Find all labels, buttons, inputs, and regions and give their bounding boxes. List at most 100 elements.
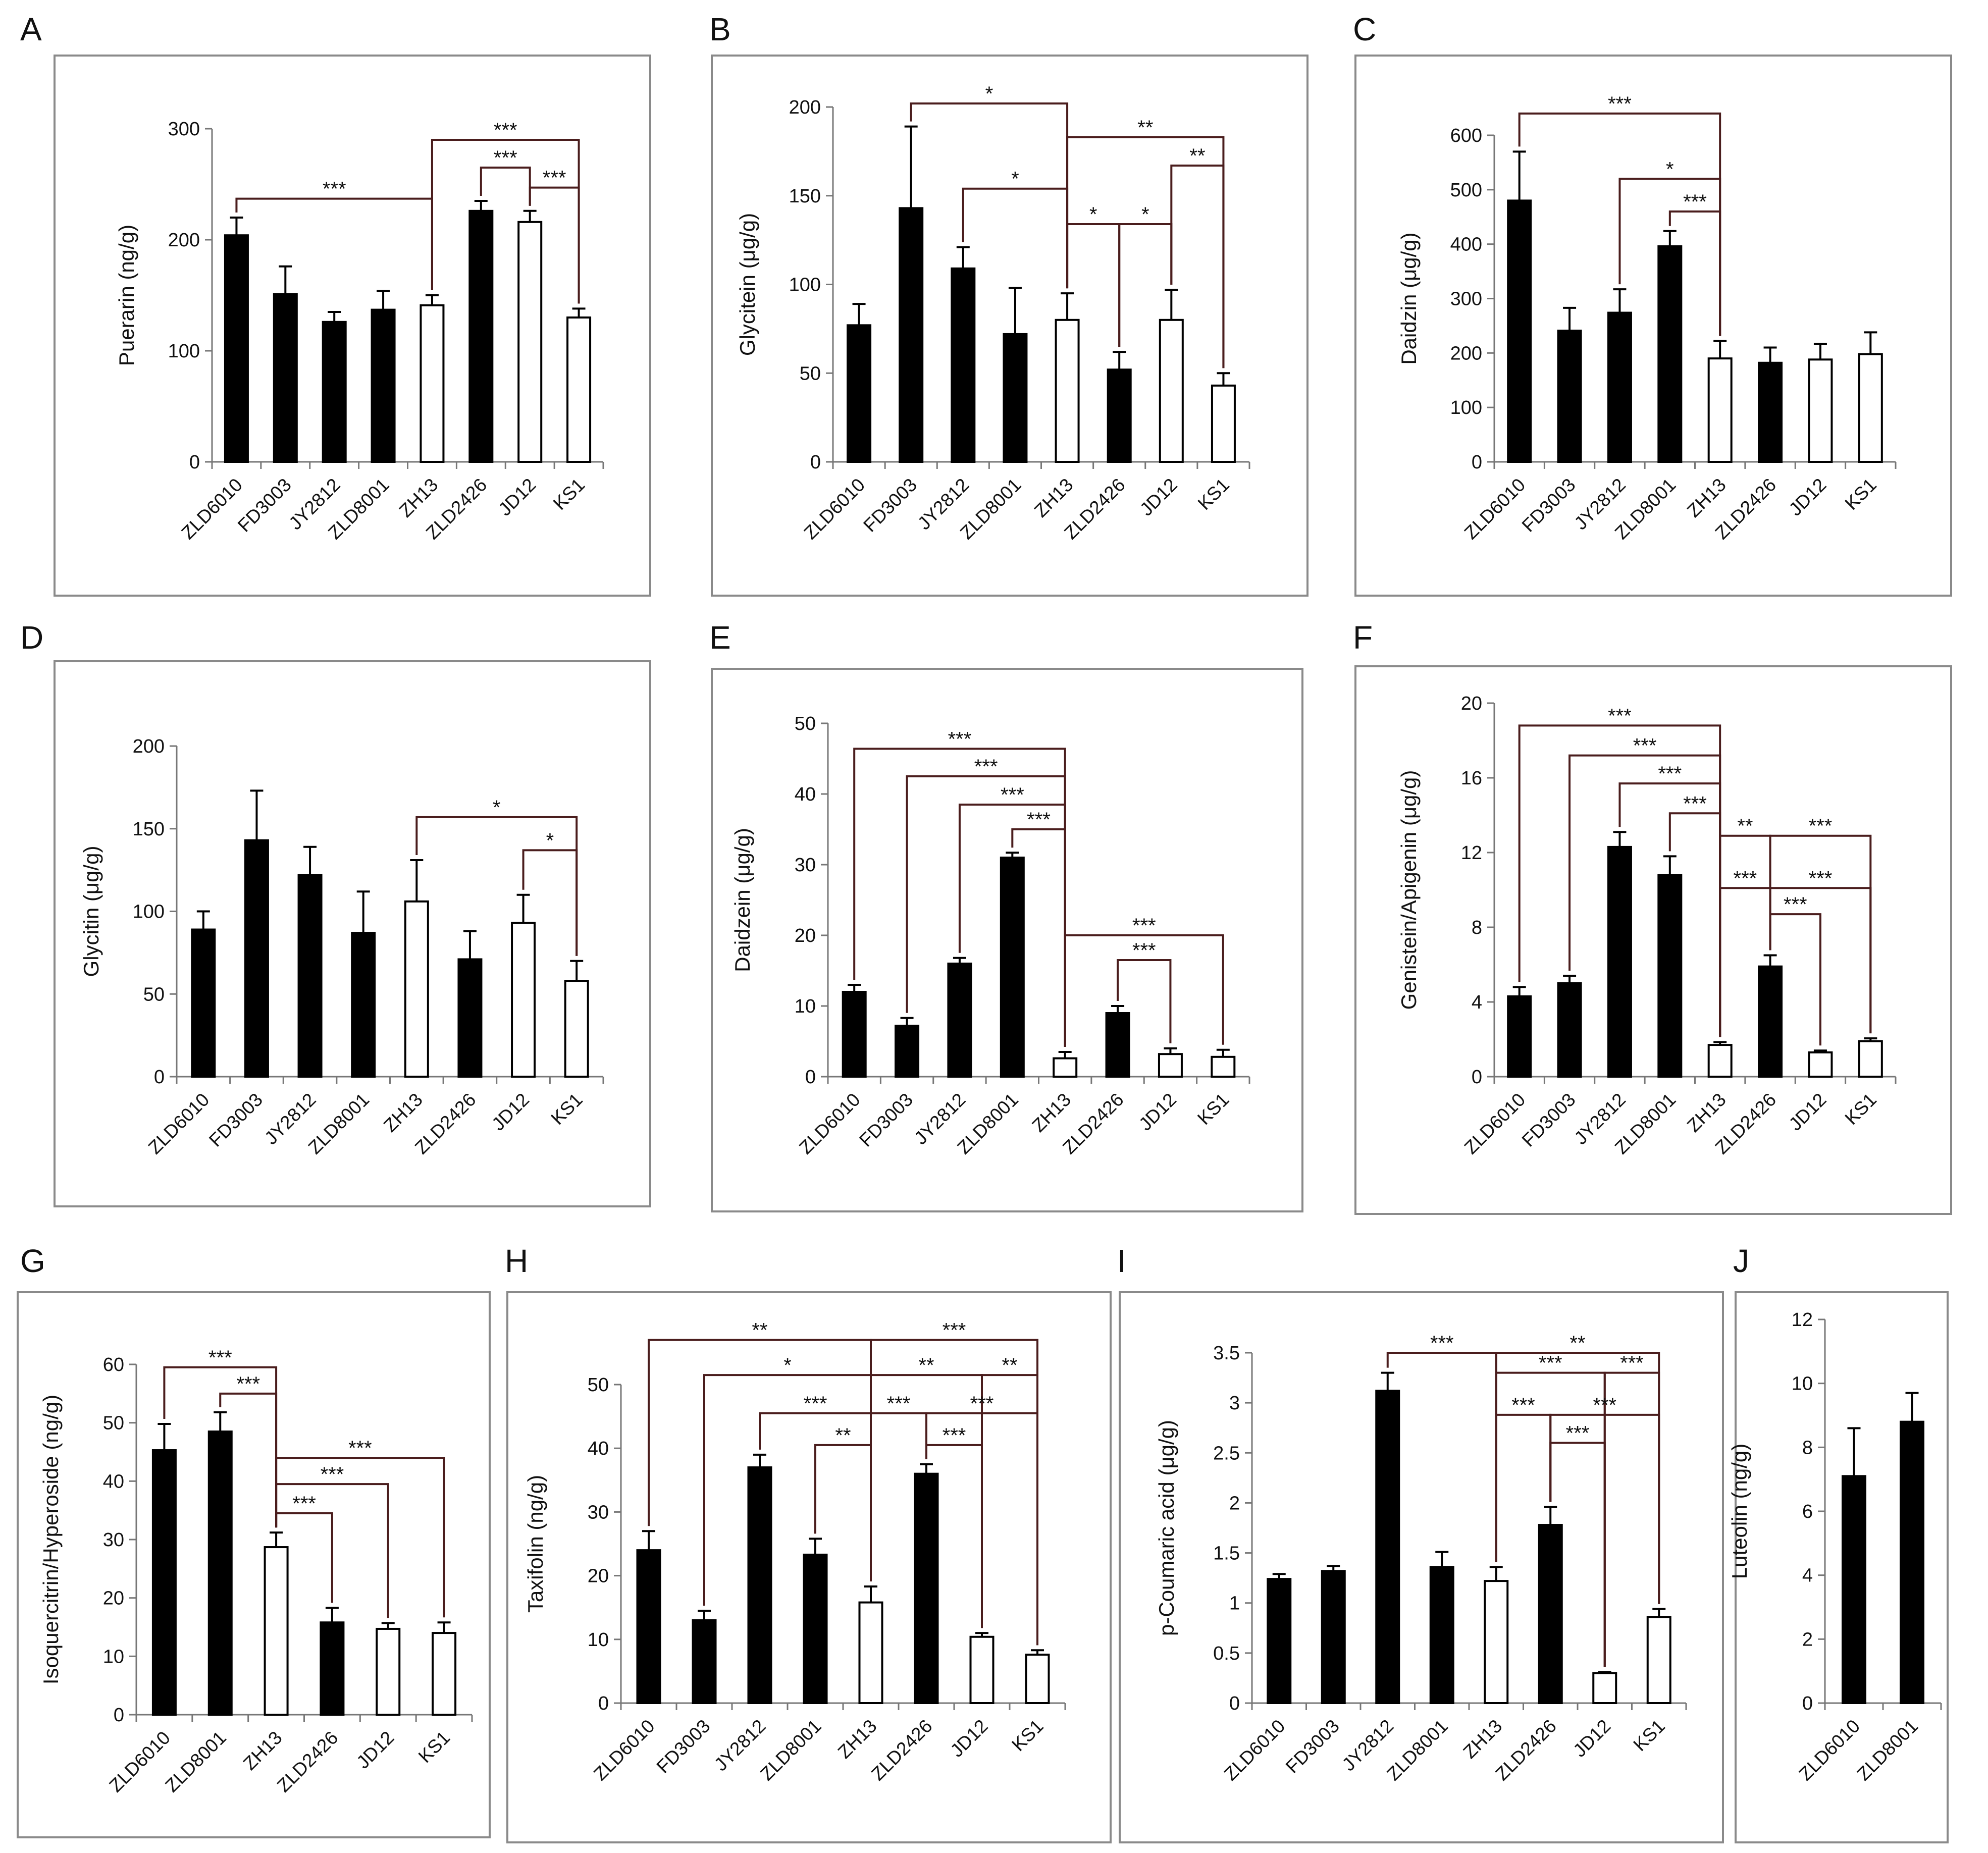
significance-label: ** bbox=[752, 1319, 767, 1342]
significance-bracket bbox=[870, 1339, 1038, 1646]
significance-label: *** bbox=[1511, 1394, 1535, 1416]
significance-bracket bbox=[814, 1444, 872, 1582]
bar bbox=[224, 234, 249, 463]
bar bbox=[1858, 353, 1883, 463]
significance-bracket bbox=[1549, 1442, 1606, 1667]
x-tick-label: ZLD6010 bbox=[144, 1089, 214, 1158]
significance-label: *** bbox=[323, 178, 346, 200]
significance-label: *** bbox=[1658, 763, 1682, 785]
y-tick-label: 12 bbox=[1792, 1309, 1813, 1331]
x-tick-label: ZH13 bbox=[1683, 474, 1730, 521]
significance-label: *** bbox=[348, 1437, 372, 1459]
significance-bracket bbox=[1064, 934, 1224, 1047]
bar bbox=[803, 1553, 828, 1705]
bar bbox=[1557, 330, 1582, 463]
x-tick-label: ZLD6010 bbox=[105, 1727, 174, 1796]
y-tick-label: 0 bbox=[598, 1693, 609, 1714]
panel-frame bbox=[1354, 55, 1952, 597]
significance-bracket bbox=[981, 1374, 1038, 1646]
panel-frame bbox=[1735, 1291, 1949, 1843]
bar bbox=[1211, 1055, 1236, 1078]
significance-label: *** bbox=[1683, 191, 1707, 213]
x-tick-label: JD12 bbox=[494, 474, 540, 520]
bar bbox=[1538, 1524, 1563, 1705]
panel-f: F 0 4 8 12 16 20 Genistein/Apigenin (μg/g) ZLD60… bbox=[1353, 619, 1952, 1215]
y-tick-label: 10 bbox=[795, 996, 816, 1017]
y-axis-label: Taxifolin (ng/g) bbox=[524, 1475, 547, 1613]
x-tick-label: JD12 bbox=[947, 1716, 992, 1761]
significance-bracket bbox=[925, 1412, 1038, 1646]
significance-label: *** bbox=[1633, 735, 1657, 757]
bar bbox=[636, 1549, 661, 1705]
significance-label: *** bbox=[1608, 705, 1632, 727]
bar bbox=[747, 1466, 772, 1705]
significance-label: *** bbox=[494, 147, 517, 169]
panel-frame bbox=[54, 660, 651, 1207]
y-tick-label: 2.5 bbox=[1213, 1443, 1240, 1464]
panel-frame bbox=[54, 55, 651, 597]
x-tick-label: ZLD6010 bbox=[177, 474, 246, 544]
significance-bracket bbox=[522, 849, 578, 956]
y-axis-label: Glycitin (μg/g) bbox=[79, 846, 103, 977]
significance-label: * bbox=[1141, 203, 1149, 226]
y-axis-label: p-Coumaric acid (μg/g) bbox=[1155, 1420, 1178, 1636]
bar bbox=[273, 293, 298, 463]
x-tick-label: ZH13 bbox=[239, 1727, 286, 1774]
y-tick-label: 50 bbox=[795, 713, 816, 734]
bar bbox=[264, 1546, 289, 1716]
y-tick-label: 100 bbox=[168, 341, 200, 362]
y-tick-label: 400 bbox=[1450, 234, 1482, 255]
bar bbox=[1321, 1570, 1346, 1705]
bar bbox=[376, 1627, 401, 1716]
bar bbox=[1900, 1420, 1924, 1705]
x-tick-label: KS1 bbox=[414, 1727, 454, 1767]
bar bbox=[244, 839, 269, 1078]
significance-bracket bbox=[703, 1374, 872, 1606]
y-tick-label: 300 bbox=[168, 119, 200, 140]
panel-frame bbox=[17, 1291, 491, 1838]
panel-letter: F bbox=[1353, 619, 1373, 656]
significance-label: ** bbox=[1737, 815, 1753, 837]
bar bbox=[1267, 1578, 1292, 1705]
bar bbox=[1657, 874, 1683, 1078]
panel-letter: H bbox=[505, 1243, 528, 1279]
y-tick-label: 2 bbox=[1229, 1493, 1240, 1514]
y-axis-label: Puerarin (ng/g) bbox=[115, 225, 138, 366]
x-tick-label: ZLD6010 bbox=[590, 1716, 659, 1785]
bar bbox=[457, 958, 483, 1078]
significance-bracket bbox=[275, 1512, 333, 1603]
panel-letter: G bbox=[20, 1243, 45, 1279]
significance-bracket bbox=[910, 102, 1069, 289]
significance-label: *** bbox=[948, 728, 972, 750]
panel-frame bbox=[1119, 1291, 1724, 1843]
y-tick-label: 10 bbox=[103, 1646, 124, 1667]
y-tick-label: 0 bbox=[1472, 1067, 1482, 1088]
panel-letter: A bbox=[20, 11, 42, 47]
x-tick-label: FD3003 bbox=[1518, 474, 1580, 536]
x-tick-label: FD3003 bbox=[1282, 1716, 1343, 1777]
bar bbox=[1211, 384, 1236, 463]
bar bbox=[1003, 333, 1028, 463]
y-tick-label: 50 bbox=[103, 1413, 124, 1434]
panel-c: C 0 100 200 300 400 500 600 Daidzin (μg/g) ZLD601… bbox=[1353, 11, 1952, 597]
y-tick-label: 0 bbox=[1229, 1693, 1240, 1714]
bar bbox=[1159, 319, 1184, 463]
y-tick-label: 12 bbox=[1461, 842, 1482, 864]
panel-i: I 0 0.5 1 1.5 2 2.5 3 3.5 p-Coumaric acid (μg/g) Z… bbox=[1117, 1243, 1724, 1843]
bar bbox=[511, 922, 536, 1078]
x-tick-label: ZLD6010 bbox=[1220, 1716, 1289, 1785]
y-tick-label: 150 bbox=[133, 819, 165, 840]
significance-label: *** bbox=[970, 1393, 994, 1415]
bar bbox=[1758, 965, 1783, 1078]
y-tick-label: 2 bbox=[1802, 1629, 1813, 1650]
x-tick-label: ZLD8001 bbox=[161, 1727, 230, 1796]
bar bbox=[1607, 311, 1632, 463]
bar bbox=[969, 1635, 995, 1704]
bar bbox=[1707, 1044, 1733, 1078]
y-tick-label: 500 bbox=[1450, 180, 1482, 201]
y-tick-label: 40 bbox=[795, 784, 816, 805]
y-tick-label: 30 bbox=[588, 1502, 609, 1523]
panel-h: H 0 10 20 30 40 50 Taxifolin (ng/g) ZLD6010FD300… bbox=[505, 1243, 1112, 1843]
y-tick-label: 3 bbox=[1229, 1393, 1240, 1414]
significance-bracket bbox=[235, 197, 433, 290]
